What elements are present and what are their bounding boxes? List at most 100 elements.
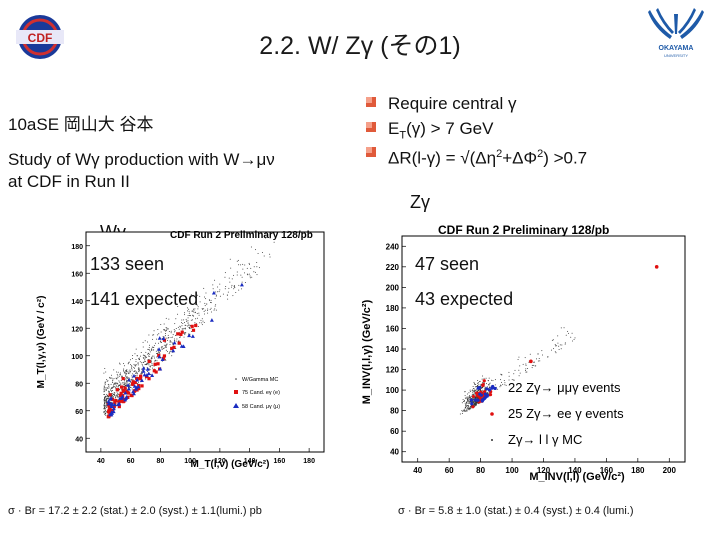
- mc-point: [152, 349, 154, 351]
- mc-point: [479, 380, 481, 382]
- electron-candidate: [180, 330, 184, 334]
- mc-point: [141, 369, 143, 371]
- mc-point: [491, 379, 493, 381]
- wg-legend-e: 75 Cand. eγ (e): [242, 390, 280, 396]
- electron-candidate: [176, 332, 180, 336]
- mc-point: [469, 395, 471, 397]
- mc-point: [489, 382, 491, 384]
- mc-point: [528, 361, 530, 363]
- mc-point: [557, 342, 559, 344]
- mumu-event: [485, 393, 489, 397]
- mc-point: [125, 382, 127, 384]
- mc-point: [265, 237, 267, 239]
- electron-candidate: [154, 370, 158, 374]
- mc-point: [541, 354, 543, 356]
- mc-point: [149, 365, 151, 367]
- mc-point: [468, 403, 470, 405]
- wg-legend-mu: 58 Cand. μγ (μ): [242, 404, 280, 410]
- mc-point: [508, 375, 510, 377]
- mc-point: [157, 342, 159, 344]
- mc-point: [142, 357, 144, 359]
- mc-point: [567, 330, 569, 332]
- mc-point: [554, 351, 556, 353]
- mc-point: [464, 409, 466, 411]
- wg-yticks: 40 60 80 100 120 140 160 180: [71, 244, 90, 443]
- mc-point: [561, 344, 563, 346]
- mc-point: [474, 405, 476, 407]
- zg-seen: 47 seen: [415, 254, 480, 274]
- mc-point: [464, 395, 466, 397]
- mc-point: [155, 350, 157, 352]
- mc-point: [203, 322, 205, 324]
- mc-point: [114, 397, 116, 399]
- mc-point: [204, 309, 206, 311]
- mc-point: [184, 328, 186, 330]
- mc-point: [201, 322, 203, 324]
- mc-point: [107, 396, 109, 398]
- mc-point: [129, 371, 131, 373]
- zg-plot-frame: [401, 235, 686, 463]
- mc-point: [147, 341, 149, 343]
- mc-point: [119, 372, 121, 374]
- mc-point: [105, 411, 107, 413]
- electron-candidate: [108, 407, 112, 411]
- mc-point: [197, 294, 199, 296]
- mc-point: [153, 334, 155, 336]
- mc-point: [238, 264, 240, 266]
- mc-point: [465, 405, 467, 407]
- mc-point: [116, 382, 118, 384]
- mc-point: [108, 385, 110, 387]
- mc-point: [152, 364, 154, 366]
- muon-candidate: [106, 399, 111, 404]
- mc-point: [164, 335, 166, 337]
- wg-plot: CDF Run 2 Preliminary 128/pb 40 60 80 100 12…: [36, 230, 325, 470]
- mc-point: [242, 263, 244, 265]
- mc-point: [207, 308, 209, 310]
- bullet-icon: [366, 97, 376, 107]
- mc-point: [122, 382, 124, 384]
- mc-point: [151, 357, 153, 359]
- mc-point: [273, 241, 275, 243]
- muon-candidate: [160, 357, 165, 361]
- mc-point: [107, 395, 109, 397]
- mc-point: [104, 398, 106, 400]
- mc-point: [187, 310, 189, 312]
- mc-point: [231, 278, 233, 280]
- mc-point: [148, 355, 150, 357]
- mc-point: [164, 329, 166, 331]
- mc-point: [488, 392, 490, 394]
- mc-point: [183, 319, 185, 321]
- mc-point: [123, 371, 125, 373]
- mc-point: [133, 366, 135, 368]
- ee-event: [529, 359, 533, 364]
- electron-candidate: [132, 389, 136, 393]
- mc-point: [468, 404, 470, 406]
- mc-point: [117, 371, 119, 373]
- mc-point: [130, 386, 132, 388]
- mc-point: [513, 379, 515, 381]
- mc-point: [113, 392, 115, 394]
- mc-point: [468, 392, 470, 394]
- x-tick-label: 80: [156, 458, 164, 465]
- mc-point: [144, 355, 146, 357]
- mc-point: [475, 404, 477, 406]
- y-tick-label: 140: [71, 299, 83, 306]
- mc-point: [131, 373, 133, 375]
- mc-point: [104, 368, 106, 370]
- mc-point: [104, 382, 106, 384]
- mumu-event: [477, 386, 481, 390]
- mc-point: [151, 355, 153, 357]
- mc-point: [478, 383, 480, 385]
- mc-point: [233, 285, 235, 287]
- legend-electron-marker: [234, 390, 238, 394]
- mc-point: [465, 406, 467, 408]
- mc-point: [172, 352, 174, 354]
- mc-point: [127, 363, 129, 365]
- mc-point: [209, 301, 211, 303]
- mc-point: [464, 391, 466, 393]
- mc-point: [149, 369, 151, 371]
- x-tick-label: 120: [537, 466, 551, 475]
- mc-point: [135, 371, 137, 373]
- mc-point: [467, 400, 469, 402]
- mc-point: [467, 408, 469, 410]
